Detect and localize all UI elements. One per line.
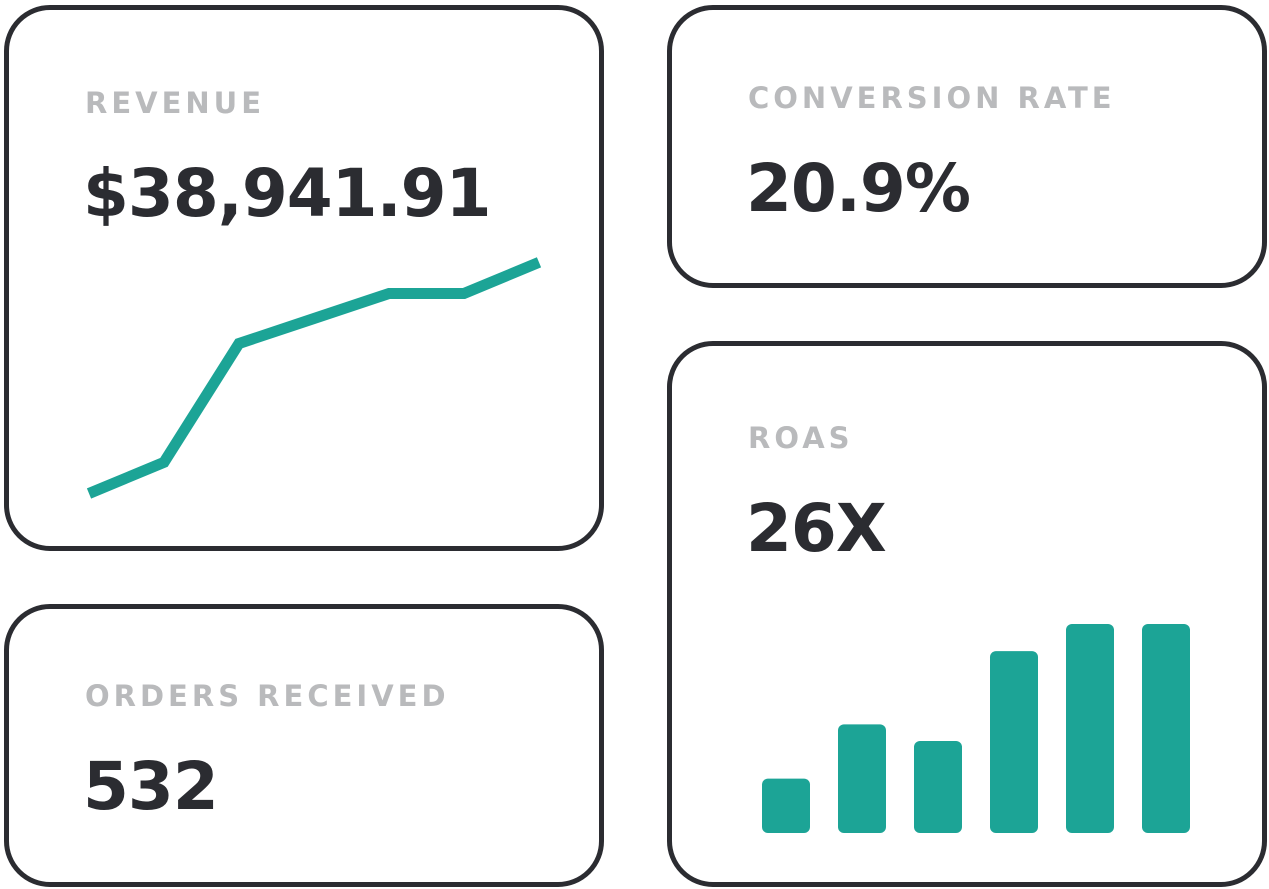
roas-value: 26X: [746, 490, 887, 567]
roas-bar-4: [990, 651, 1038, 833]
revenue-card: REVENUE $38,941.91: [4, 5, 604, 551]
conversion-rate-card: CONVERSION RATE 20.9%: [667, 5, 1267, 288]
orders-value: 532: [83, 748, 219, 825]
roas-label: ROAS: [748, 421, 854, 455]
conversion-rate-value: 20.9%: [746, 150, 971, 227]
roas-bar-1: [762, 778, 810, 833]
roas-bar-2: [838, 724, 886, 833]
roas-bar-3: [914, 741, 962, 833]
roas-bar-6: [1142, 624, 1190, 833]
revenue-label: REVENUE: [85, 86, 266, 120]
revenue-value: $38,941.91: [83, 155, 492, 232]
revenue-series-line: [86, 257, 542, 499]
roas-card: ROAS 26X: [667, 341, 1267, 887]
roas-bar-chart: [762, 624, 1190, 833]
orders-label: ORDERS RECEIVED: [85, 679, 450, 713]
orders-card: ORDERS RECEIVED 532: [4, 604, 604, 887]
conversion-rate-label: CONVERSION RATE: [748, 81, 1116, 115]
roas-bar-5: [1066, 624, 1114, 833]
revenue-sparkline-chart: [86, 257, 542, 499]
